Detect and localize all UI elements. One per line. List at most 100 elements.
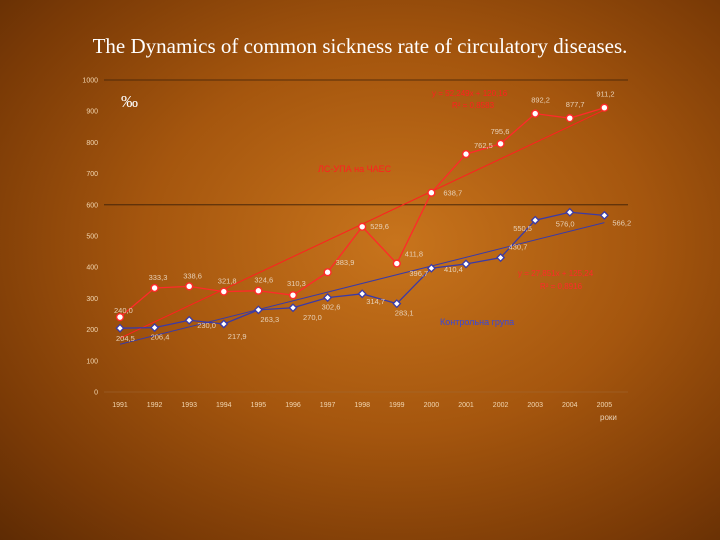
blue-series-point <box>150 323 160 333</box>
red-series-point <box>427 188 436 197</box>
blue-trend-line <box>119 222 605 345</box>
blue-data-label: 217,9 <box>228 332 247 341</box>
x-tick-label: 1997 <box>320 402 336 409</box>
red-series-point <box>288 291 298 300</box>
red-data-label: 310,3 <box>287 279 306 288</box>
y-tick-labels: 0 100 200 300 400 500 600 700 800 900 1000 <box>82 78 98 397</box>
x-tick-labels: 1991 1992 1993 1994 1995 1996 1997 1998 1999 2000… <box>112 402 612 409</box>
red-series-point <box>219 287 228 296</box>
red-series-point <box>150 283 159 293</box>
blue-series-point <box>115 323 125 333</box>
slide-title: The Dynamics of common sickness rate of … <box>92 34 628 58</box>
y-tick-label: 100 <box>86 358 98 365</box>
blue-data-label: 550,5 <box>513 224 532 233</box>
red-series-name: ЛС-УПА на ЧАЕС <box>318 164 392 174</box>
blue-data-label: 410,4 <box>444 265 463 274</box>
x-tick-label: 2003 <box>527 402 543 409</box>
red-series-point <box>531 109 540 118</box>
x-tick-label: 1994 <box>216 402 232 409</box>
blue-data-label: 204,5 <box>116 334 135 343</box>
blue-data-label: 314,7 <box>366 297 385 306</box>
x-tick-label: 1999 <box>389 402 405 409</box>
red-series-point <box>115 313 125 322</box>
x-tick-label: 1996 <box>285 402 301 409</box>
blue-series-point <box>184 315 194 325</box>
blue-data-label: 283,1 <box>395 309 414 318</box>
y-tick-label: 400 <box>86 265 98 272</box>
blue-series-point <box>219 319 229 329</box>
blue-series-point <box>426 263 436 273</box>
blue-data-label: 396,7 <box>409 269 428 278</box>
blue-data-label: 263,3 <box>260 315 279 324</box>
blue-data-label: 230,0 <box>197 321 216 330</box>
blue-data-label: 302,6 <box>322 303 341 312</box>
y-tick-label: 0 <box>94 390 98 397</box>
x-tick-label: 1993 <box>181 402 197 409</box>
red-series-point <box>323 268 332 277</box>
red-data-label: 638,7 <box>443 189 462 198</box>
blue-series-point <box>565 207 575 217</box>
red-series-point <box>254 286 263 295</box>
red-data-label: 795,6 <box>491 127 510 136</box>
red-data-label: 762,5 <box>474 141 493 150</box>
red-data-label: 877,7 <box>566 100 585 109</box>
red-series-point <box>496 139 505 148</box>
blue-series-point <box>599 210 609 220</box>
red-data-label: 411,8 <box>405 250 423 259</box>
red-data-label: 383,9 <box>336 258 355 267</box>
red-series-point <box>358 222 367 231</box>
chart-axes <box>104 79 628 393</box>
blue-trend-r2: R² = 0,8916 <box>540 282 583 291</box>
red-data-label: 321,8 <box>218 277 237 286</box>
blue-data-label: 206,4 <box>151 333 170 342</box>
y-tick-label: 200 <box>86 327 98 334</box>
red-trend-r2: R² = 0,8583 <box>452 101 495 110</box>
blue-series-point <box>461 259 471 269</box>
red-data-label: 240,0 <box>114 306 133 315</box>
blue-series-point <box>496 253 506 263</box>
x-axis-unit: роки <box>600 413 617 422</box>
y-tick-label: 900 <box>86 109 98 116</box>
red-data-label: 529,6 <box>370 222 389 231</box>
y-tick-label: 300 <box>86 296 98 303</box>
y-tick-label: 1000 <box>82 78 98 85</box>
blue-series-point <box>530 215 540 225</box>
blue-series-name: Контрольна група <box>440 317 514 327</box>
blue-data-label: 576,0 <box>556 219 575 228</box>
unit-label: ‰ <box>121 92 138 111</box>
red-series-point <box>392 259 401 268</box>
red-series-point <box>565 114 574 123</box>
blue-series-point <box>392 299 402 309</box>
y-tick-label: 600 <box>86 202 98 209</box>
blue-trend-equation: y = 27,851x + 125,24 <box>518 269 594 278</box>
x-tick-label: 2004 <box>562 402 578 409</box>
blue-data-label: 430,7 <box>509 243 528 252</box>
y-tick-label: 700 <box>86 171 98 178</box>
blue-series-point <box>357 289 367 299</box>
data-labels: 240,0 333,3 338,6 321,8 324,6 310,3 383,9 529,6… <box>114 90 631 343</box>
blue-data-label: 270,0 <box>303 313 322 322</box>
blue-series-point <box>323 293 333 303</box>
blue-series-point <box>288 303 298 313</box>
red-series-point <box>600 103 609 112</box>
x-tick-label: 2001 <box>458 402 474 409</box>
x-tick-label: 2005 <box>597 402 613 409</box>
x-tick-label: 1992 <box>147 402 163 409</box>
red-data-label: 911,2 <box>596 90 614 99</box>
series-points <box>115 103 609 333</box>
x-tick-label: 2000 <box>424 402 440 409</box>
y-tick-label: 500 <box>86 234 98 241</box>
x-tick-label: 1995 <box>251 402 267 409</box>
red-data-label: 324,6 <box>254 276 273 285</box>
blue-data-label: 566,2 <box>612 218 631 227</box>
red-data-label: 333,3 <box>149 273 168 282</box>
x-tick-label: 2002 <box>493 402 509 409</box>
red-trend-equation: y = 52,249x + 120,16 <box>432 89 508 98</box>
red-series-point <box>185 282 194 291</box>
x-tick-label: 1991 <box>112 402 128 409</box>
red-data-label: 338,6 <box>183 271 202 280</box>
x-tick-label: 1998 <box>354 402 370 409</box>
red-series-point <box>461 150 471 159</box>
y-tick-label: 800 <box>86 140 98 147</box>
